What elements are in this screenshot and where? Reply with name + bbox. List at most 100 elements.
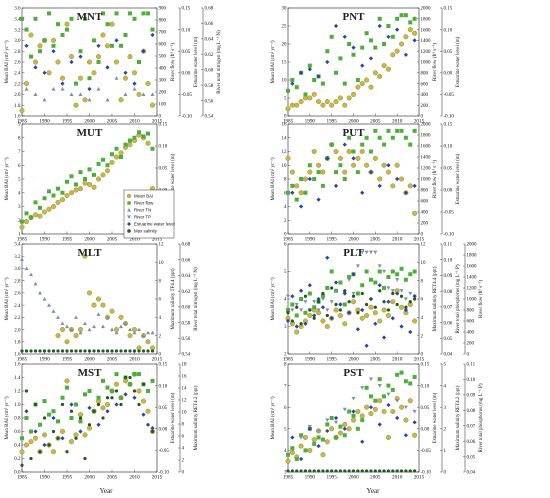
right-axis-tick-label: 6 — [182, 435, 185, 440]
mean-bai-point — [113, 59, 119, 65]
river-flow-point — [137, 60, 141, 64]
estuarine-water-level-point — [290, 81, 295, 86]
y-tick-label: 20 — [282, 43, 288, 48]
river-tp-point — [320, 297, 325, 301]
river-tn-point — [96, 312, 101, 316]
right-axis-tick-label: 0.10 — [182, 28, 191, 33]
mean-bai-point — [37, 43, 43, 49]
max-salinity-point — [395, 469, 399, 473]
max-salinity-point — [365, 302, 369, 307]
right-axis-tick-label: -0.10 — [159, 471, 170, 476]
mean-bai-point — [364, 313, 370, 319]
max-salinity-point — [365, 469, 369, 473]
river-flow-point — [290, 302, 295, 307]
river-tn-point — [33, 92, 38, 96]
mean-bai-point — [127, 142, 133, 148]
right-axis-label-estuarine-water-level-m: Estuarine water level (m) — [171, 153, 176, 204]
y-tick-label: 0.4 — [14, 444, 21, 449]
x-tick-label: 2010 — [392, 237, 403, 243]
river-flow-point — [316, 170, 321, 175]
legend-marker-max-salinity — [127, 229, 131, 233]
estuarine-water-level-point — [351, 409, 356, 414]
max-salinity-point — [87, 349, 92, 353]
right-axis-label-river-flow-ft-s: River flow (ft³ s⁻¹) — [170, 43, 176, 81]
max-salinity-point — [308, 469, 312, 473]
max-salinity-point — [78, 416, 83, 420]
y-tick-label: 2.8 — [14, 50, 21, 55]
mean-bai-point — [19, 224, 25, 230]
max-salinity-point — [321, 469, 325, 473]
right-axis-tick-label: 0.68 — [182, 243, 191, 248]
max-salinity-point — [316, 469, 321, 473]
river-flow-point — [87, 167, 92, 172]
series-estuarine-water-level — [290, 402, 417, 462]
mean-bai-point — [320, 169, 326, 175]
river-flow-point — [56, 419, 60, 424]
right-axis-tick-label: 0.05 — [421, 406, 430, 411]
x-tick-label: 1985 — [283, 475, 294, 481]
max-salinity-point — [128, 375, 132, 380]
series-river-flow — [286, 128, 417, 202]
mean-bai-point — [372, 155, 378, 161]
mean-bai-point — [342, 321, 348, 327]
river-flow-point — [123, 33, 128, 37]
estuarine-water-level-point — [33, 429, 38, 434]
mean-bai-point — [399, 304, 405, 310]
mean-bai-point — [100, 302, 106, 308]
right-axis-tick-label: 900 — [159, 7, 167, 12]
river-flow-point — [355, 78, 360, 82]
river-flow-point — [347, 135, 352, 140]
max-salinity-point — [38, 349, 42, 353]
right-axis-tick-label: 0.04 — [444, 353, 453, 358]
right-axis-tick-label: 1200 — [421, 50, 432, 55]
panel-pnt: 1985 1990 1995 2000 2005 2010 2015051015202530… — [270, 7, 461, 125]
river-flow-point — [299, 297, 304, 301]
estuarine-water-level-point — [325, 255, 330, 260]
river-flow-point — [355, 170, 360, 175]
right-axis-tick-label: -0.05 — [182, 93, 193, 98]
max-salinity-point — [24, 349, 29, 353]
right-axis-tick-label: 0.05 — [444, 50, 453, 55]
mean-bai-point — [294, 183, 300, 189]
river-flow-point — [96, 60, 101, 64]
mean-bai-point — [131, 70, 137, 76]
max-salinity-point — [399, 294, 404, 298]
river-flow-point — [377, 377, 382, 382]
mean-bai-point — [390, 409, 396, 415]
max-salinity-point — [110, 349, 114, 353]
right-axis-tick-label: 2000 — [421, 7, 432, 12]
right-axis-tick-label: 600 — [421, 82, 429, 87]
legend-label-estuarine-water-level: Estuarine water level — [134, 222, 175, 227]
y-tick-label: 16 — [282, 123, 288, 128]
estuarine-water-level-point — [386, 34, 391, 39]
mean-bai-point — [346, 426, 352, 432]
estuarine-water-level-point — [412, 183, 417, 188]
y-tick-label: 5 — [284, 270, 287, 275]
right-axis-tick-label: 0.00 — [444, 189, 453, 194]
mean-bai-point — [298, 99, 304, 105]
max-salinity-point — [29, 349, 33, 353]
mean-bai-point — [77, 186, 83, 192]
mean-bai-point — [333, 148, 339, 154]
estuarine-water-level-point — [395, 176, 400, 182]
max-salinity-point — [51, 429, 56, 434]
river-flow-point — [364, 31, 369, 36]
river-flow-point — [342, 177, 347, 181]
right-axis-tick-label: 1600 — [467, 265, 478, 270]
max-salinity-point — [334, 302, 338, 307]
mean-bai-point — [377, 318, 383, 324]
estuarine-water-level-point — [78, 429, 83, 434]
legend-label-river-tn: River TN — [134, 208, 151, 213]
y-tick-label: 3 — [284, 325, 287, 330]
max-salinity-point — [408, 469, 412, 473]
estuarine-water-level-point — [87, 405, 92, 410]
river-tp-point — [334, 420, 339, 425]
right-axis-tick-label: 0.56 — [182, 337, 191, 342]
mean-bai-point — [37, 213, 43, 219]
max-salinity-point — [114, 389, 119, 393]
y-tick-label: 7 — [18, 150, 21, 155]
river-flow-point — [96, 161, 101, 166]
max-salinity-point — [303, 294, 308, 298]
estuarine-water-level-point — [33, 65, 38, 70]
estuarine-water-level-point — [364, 343, 369, 348]
